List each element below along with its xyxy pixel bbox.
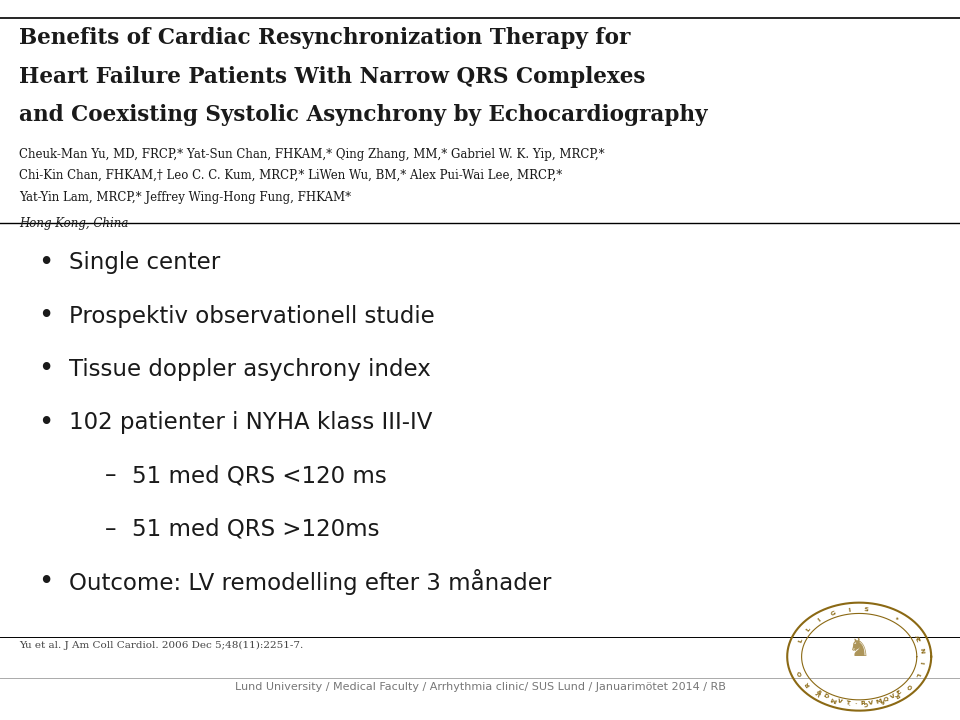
Text: G: G	[830, 611, 837, 617]
Text: A: A	[816, 689, 823, 696]
Text: •: •	[38, 250, 54, 276]
Text: E: E	[896, 689, 902, 696]
Text: –: –	[105, 518, 116, 541]
Text: Chi-Kin Chan, FHKAM,† Leo C. C. Kum, MRCP,* LiWen Wu, BM,* Alex Pui-Wai Lee, MRC: Chi-Kin Chan, FHKAM,† Leo C. C. Kum, MRC…	[19, 169, 563, 182]
Text: Benefits of Cardiac Resynchronization Therapy for: Benefits of Cardiac Resynchronization Th…	[19, 27, 631, 50]
Text: ·: ·	[853, 701, 856, 706]
Text: 51 med QRS >120ms: 51 med QRS >120ms	[132, 518, 380, 541]
Text: R: R	[860, 701, 866, 706]
Text: C: C	[863, 701, 869, 706]
Text: Æ: Æ	[913, 634, 921, 642]
Text: –: –	[105, 464, 116, 487]
Text: Cheuk-Man Yu, MD, FRCP,* Yat-Sun Chan, FHKAM,* Qing Zhang, MM,* Gabriel W. K. Yi: Cheuk-Man Yu, MD, FRCP,* Yat-Sun Chan, F…	[19, 148, 605, 161]
Text: Hong Kong, China: Hong Kong, China	[19, 217, 129, 230]
Text: O: O	[798, 670, 804, 676]
Text: 102 patienter i NYHA klass III-IV: 102 patienter i NYHA klass III-IV	[69, 411, 433, 434]
Text: V: V	[836, 698, 843, 704]
Text: •: •	[38, 356, 54, 382]
Text: I: I	[848, 608, 851, 613]
Text: R: R	[804, 680, 812, 687]
Text: Yu et al. J Am Coll Cardiol. 2006 Dec 5;48(11):2251-7.: Yu et al. J Am Coll Cardiol. 2006 Dec 5;…	[19, 641, 303, 650]
Text: ·: ·	[848, 701, 851, 706]
Text: Q: Q	[882, 696, 890, 702]
Text: V: V	[868, 700, 874, 706]
Text: L: L	[914, 672, 920, 678]
Text: L: L	[805, 626, 811, 633]
Text: O: O	[904, 682, 912, 689]
Text: L: L	[798, 638, 804, 644]
Text: •: •	[38, 303, 54, 329]
Text: R: R	[893, 690, 900, 698]
Text: V: V	[816, 689, 823, 696]
Text: N: N	[918, 647, 924, 654]
Text: •: •	[38, 570, 54, 595]
Text: Outcome: LV remodelling efter 3 månader: Outcome: LV remodelling efter 3 månader	[69, 570, 551, 595]
Text: D: D	[822, 693, 829, 700]
Text: Single center: Single center	[69, 251, 221, 274]
Text: Yat-Yin Lam, MRCP,* Jeffrey Wing-Hong Fung, FHKAM*: Yat-Yin Lam, MRCP,* Jeffrey Wing-Hong Fu…	[19, 191, 351, 204]
Text: T: T	[845, 700, 850, 706]
Text: I: I	[919, 662, 924, 665]
Text: Lund University / Medical Faculty / Arrhythmia clinic/ SUS Lund / Januarimötet 2: Lund University / Medical Faculty / Arrh…	[234, 682, 726, 692]
Text: 51 med QRS <120 ms: 51 med QRS <120 ms	[132, 464, 387, 487]
Text: S: S	[863, 608, 869, 613]
Text: ♞: ♞	[848, 637, 871, 662]
Text: M: M	[829, 696, 837, 703]
Text: Heart Failure Patients With Narrow QRS Complexes: Heart Failure Patients With Narrow QRS C…	[19, 66, 645, 88]
Text: *: *	[894, 616, 900, 622]
Text: and Coexisting Systolic Asynchrony by Echocardiography: and Coexisting Systolic Asynchrony by Ec…	[19, 104, 708, 126]
Text: Tissue doppler asychrony index: Tissue doppler asychrony index	[69, 358, 431, 381]
Text: •: •	[38, 410, 54, 436]
Text: V: V	[890, 693, 897, 699]
Text: Prospektiv observationell studie: Prospektiv observationell studie	[69, 305, 435, 328]
Text: M: M	[875, 698, 882, 704]
Text: A: A	[878, 697, 885, 703]
Text: I: I	[817, 618, 822, 624]
